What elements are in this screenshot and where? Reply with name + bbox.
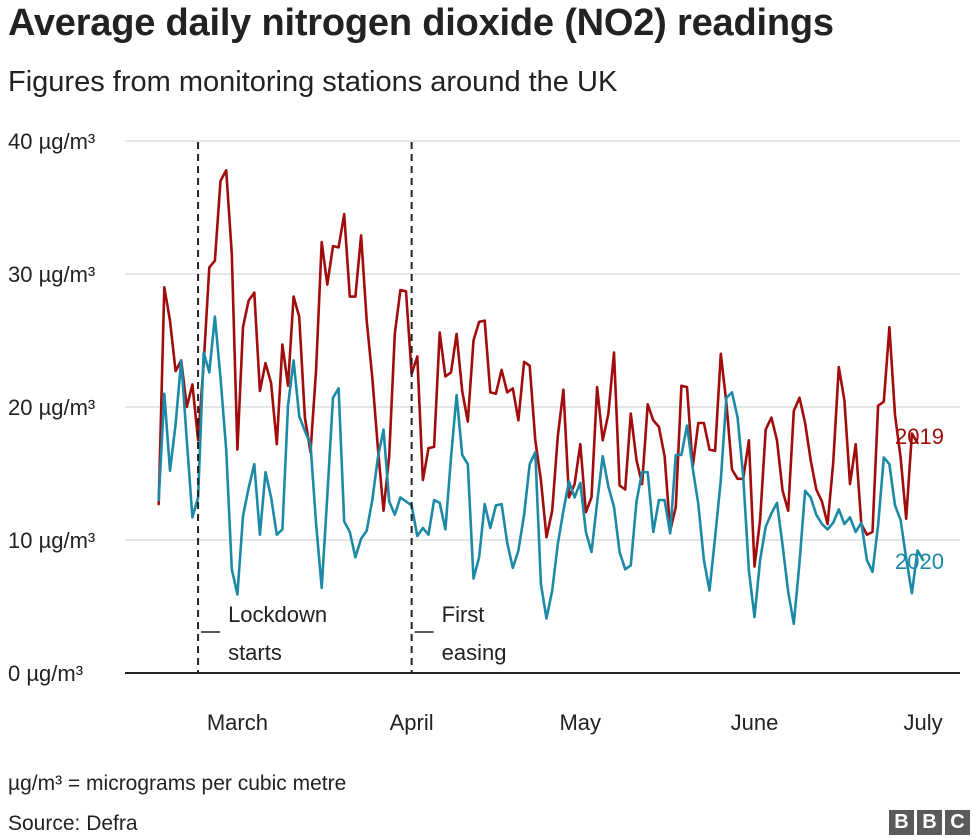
logo-letter: B [889, 810, 914, 835]
y-tick-label: 10 µg/m³ [8, 528, 95, 553]
bbc-logo: B B C [889, 810, 970, 835]
series-line-2020 [157, 315, 925, 626]
x-tick-label: April [390, 710, 434, 735]
annotation-label: starts [228, 640, 282, 665]
source-note: Source: Defra [8, 812, 138, 835]
x-tick-label: July [904, 710, 943, 735]
series-line-2019 [157, 169, 919, 568]
logo-letter: C [945, 810, 970, 835]
chart-title: Average daily nitrogen dioxide (NO2) rea… [8, 2, 834, 44]
x-tick-label: May [559, 710, 601, 735]
x-tick-label: March [207, 710, 268, 735]
y-tick-label: 0 µg/m³ [8, 661, 83, 686]
y-tick-label: 40 µg/m³ [8, 129, 95, 154]
series-label-2019: 2019 [895, 424, 944, 449]
series-label-2020: 2020 [895, 549, 944, 574]
chart-subtitle: Figures from monitoring stations around … [8, 66, 618, 98]
annotation-label: Lockdown [228, 602, 327, 627]
y-tick-label: 20 µg/m³ [8, 395, 95, 420]
logo-letter: B [917, 810, 942, 835]
y-tick-label: 30 µg/m³ [8, 262, 95, 287]
annotation-label: First [442, 602, 485, 627]
no2-line-chart: 2019 2020 Lockdown starts First easing 0 µg/… [8, 129, 960, 735]
unit-footnote: µg/m³ = micrograms per cubic metre [8, 772, 347, 795]
annotation-label: easing [442, 640, 507, 665]
x-tick-label: June [731, 710, 779, 735]
